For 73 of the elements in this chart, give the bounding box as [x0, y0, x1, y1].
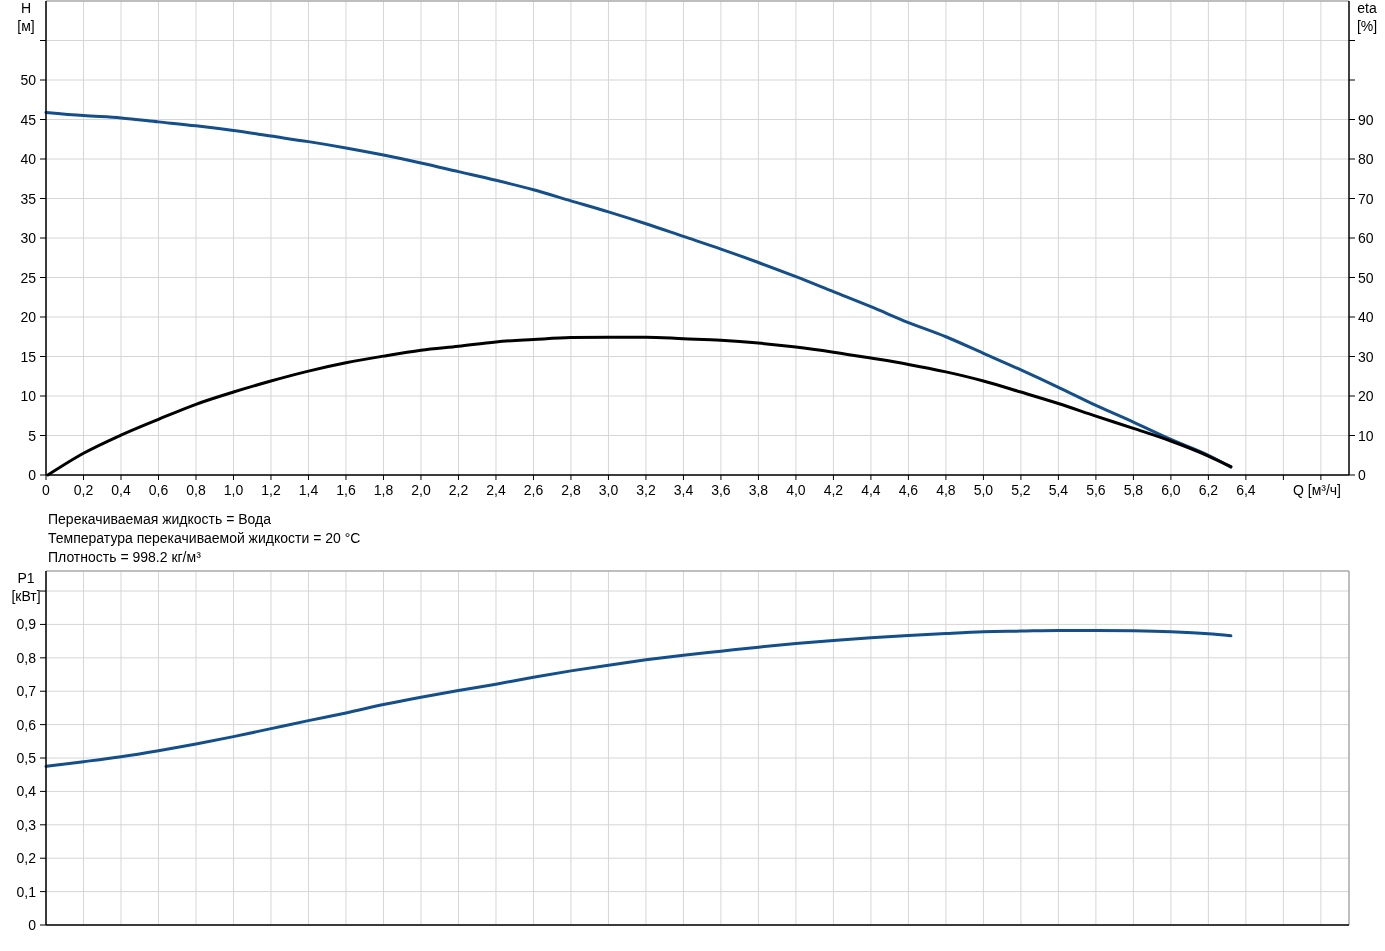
x-tick-label: 4,0	[786, 482, 806, 498]
x-tick-label: 4,4	[861, 482, 881, 498]
y-tick-label: 5	[28, 427, 37, 444]
x-tick-label: 1,4	[298, 482, 319, 498]
x-tick-label: 2,6	[523, 482, 544, 498]
x-axis-title: Q [м³/ч]	[1292, 482, 1341, 498]
y-tick-label: 0,5	[16, 750, 37, 767]
x-tick-label: 1,8	[373, 482, 394, 498]
x-tick-label: 5,6	[1086, 482, 1106, 498]
x-tick-label: 5,2	[1011, 482, 1031, 498]
y-tick-label: 0	[28, 917, 37, 933]
x-tick-label: 2,4	[486, 482, 506, 498]
y-tick-label: 0,4	[16, 783, 37, 800]
y2-tick-label: 80	[1358, 151, 1374, 167]
x-tick-label: 1,2	[261, 482, 281, 498]
line-series	[44, 110, 1233, 469]
y-tick-label: 0,6	[16, 716, 37, 733]
y-tick-label: 25	[20, 269, 37, 286]
y-tick-label: 0,7	[16, 683, 37, 700]
y-tick-label: 0	[28, 467, 37, 483]
y-axis-title: H [м]	[17, 0, 35, 34]
text: Температура перекачиваемой жидкости = 20 °C	[48, 530, 361, 546]
y2-axis-title: eta [%]	[1356, 0, 1378, 34]
x-tick-label: 4,2	[823, 482, 844, 498]
text: Плотность = 998.2 кг/м³	[48, 549, 202, 565]
y-tick-label: 30	[20, 230, 37, 246]
line-series	[44, 628, 1233, 768]
x-tick-label: 3,6	[711, 482, 731, 498]
x-tick-label: 2,8	[561, 482, 581, 498]
x-tick-label: 3,2	[636, 482, 656, 498]
x-tick-label: 3,4	[673, 482, 694, 498]
x-tick-label: 2,0	[411, 482, 431, 498]
x-tick-label: 5,8	[1123, 482, 1144, 498]
x-tick-label: 6,2	[1198, 482, 1219, 498]
y2-tick-label: 90	[1358, 111, 1374, 128]
x-tick-label: 6,4	[1236, 482, 1256, 498]
y2-tick-label: 30	[1358, 348, 1374, 365]
y-tick-label: 40	[20, 151, 37, 167]
y2-tick-label: 40	[1358, 309, 1374, 325]
y-tick-label: 0,3	[16, 816, 37, 833]
y-tick-label: 10	[20, 388, 37, 404]
y2-tick-label: 0	[1358, 467, 1366, 483]
x-tick-label: 4,8	[936, 482, 956, 498]
x-tick-label: 1,0	[223, 482, 244, 498]
y-tick-label: 0,8	[16, 649, 37, 666]
y2-tick-label: 60	[1358, 230, 1374, 246]
x-tick-label: 0,2	[73, 482, 94, 498]
x-tick-label: 3,8	[748, 482, 769, 498]
x-tick-label: 5,4	[1048, 482, 1069, 498]
x-tick-label: 5,0	[973, 482, 994, 498]
x-tick-label: 3,0	[598, 482, 619, 498]
y2-tick-label: 20	[1358, 388, 1374, 404]
x-tick-label: 2,2	[448, 482, 469, 498]
y-tick-label: 0,1	[16, 883, 37, 900]
x-tick-label: 4,6	[898, 482, 919, 498]
y-tick-label: 0,2	[16, 850, 37, 867]
x-tick-label: 0,8	[186, 482, 206, 498]
y2-tick-label: 70	[1358, 190, 1374, 207]
y-tick-label: 50	[20, 72, 37, 88]
x-tick-label: 0,6	[148, 482, 169, 498]
y-tick-label: 0,9	[16, 616, 37, 633]
y-tick-label: 15	[20, 348, 37, 365]
y2-tick-label: 50	[1358, 269, 1374, 286]
y2-tick-label: 10	[1358, 427, 1374, 444]
y-axis-title: P1 [кВт]	[11, 570, 41, 604]
x-tick-label: 6,0	[1161, 482, 1181, 498]
y-tick-label: 35	[20, 190, 37, 207]
text: Перекачиваемая жидкость = Вода	[48, 511, 272, 527]
x-tick-label: 0	[42, 482, 51, 498]
x-tick-label: 1,6	[336, 482, 356, 498]
y-tick-label: 45	[20, 111, 37, 128]
x-tick-label: 0,4	[111, 482, 131, 498]
y-tick-label: 20	[20, 309, 37, 325]
